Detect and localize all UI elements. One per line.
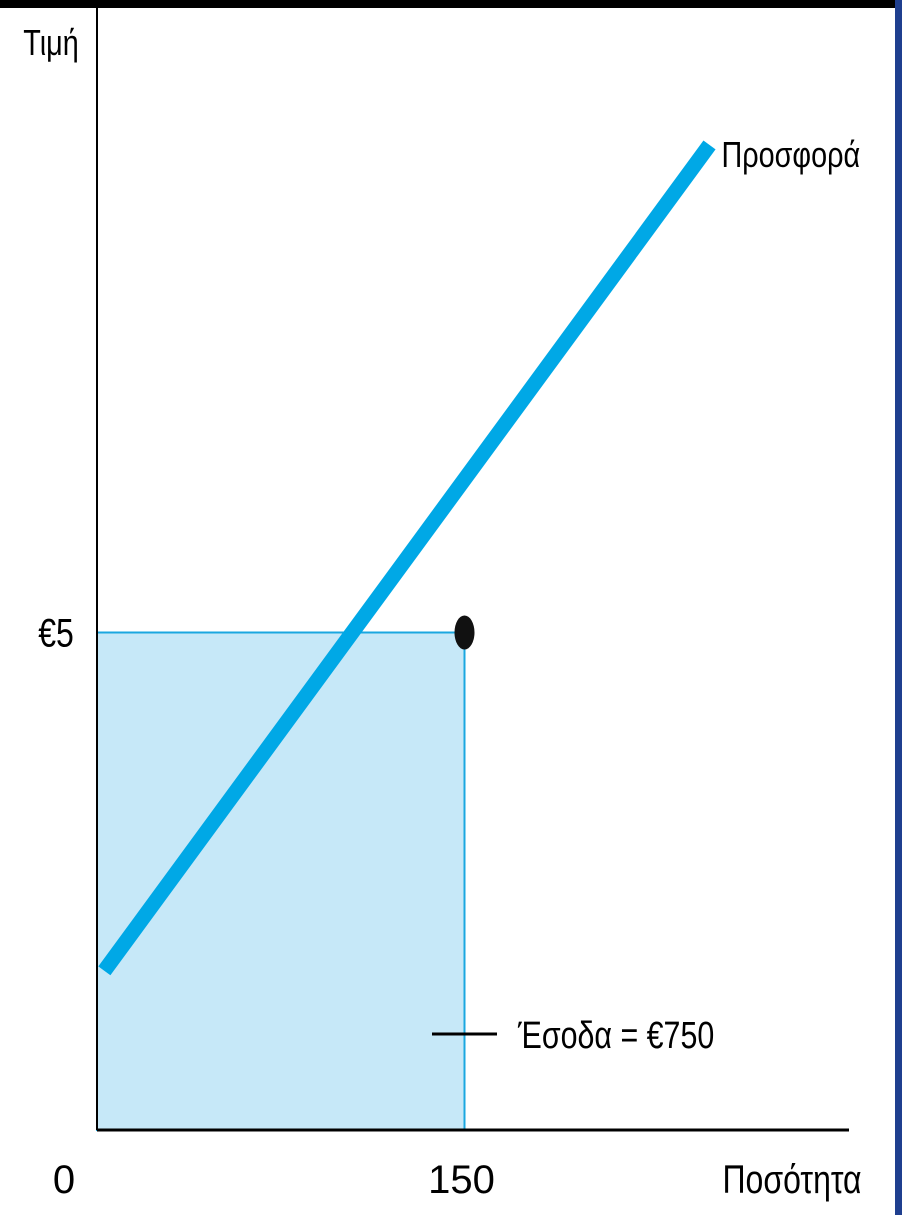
supply-series-label: Προσφορά [722,134,861,175]
x-axis-label: Ποσότητα [722,1157,861,1202]
revenue-area [96,631,466,1131]
x-tick-label-0: 0 [53,1158,75,1202]
frame-top-border [0,0,902,8]
y-tick-label-5: €5 [38,610,74,655]
y-axis-label: Τιμή [23,22,79,63]
equilibrium-point [454,615,475,650]
revenue-label: Έσοδα = €750 [517,1015,714,1057]
frame-right-border [895,0,902,1215]
x-tick-label-150: 150 [428,1158,495,1202]
supply-line [98,140,716,976]
